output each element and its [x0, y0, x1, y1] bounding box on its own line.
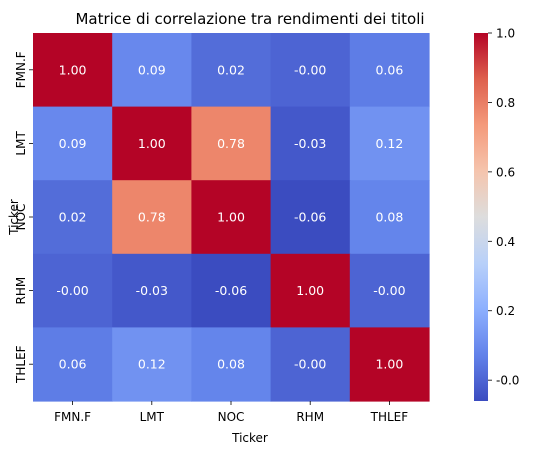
heatmap-cell — [349, 253, 430, 328]
heatmap-cell — [270, 180, 351, 255]
heatmap-cell — [349, 180, 430, 255]
heatmap-cell — [270, 327, 351, 402]
cell-value-label: 0.06 — [375, 62, 403, 77]
heatmap-cell — [33, 253, 113, 328]
cell-value-label: 1.00 — [296, 283, 324, 298]
colorbar-tick-label: 0.8 — [496, 96, 515, 110]
cell-value-label: -0.03 — [136, 283, 168, 298]
y-tick-label: FMN.F — [14, 51, 28, 88]
cell-value-label: 0.78 — [138, 210, 166, 225]
colorbar-tick-label: 0.2 — [496, 304, 515, 318]
colorbar-tick-label: 1.0 — [496, 27, 515, 41]
x-tick-label: FMN.F — [54, 410, 91, 424]
cell-value-label: -0.06 — [215, 283, 247, 298]
cell-value-label: 0.09 — [59, 136, 87, 151]
heatmap-cell — [33, 180, 113, 255]
heatmap-cell — [191, 33, 272, 108]
cell-value-label: 1.00 — [138, 136, 166, 151]
heatmap-cell — [112, 180, 192, 255]
x-tick-label: RHM — [296, 410, 324, 424]
heatmap-annotations: 1.00 0.09 0.02 -0.00 0.06 0.09 1.00 0.78 -0.03 0.… — [56, 62, 405, 371]
cell-value-label: 0.02 — [217, 62, 245, 77]
chart-title: Matrice di correlazione tra rendimenti d… — [75, 10, 424, 28]
heatmap-cell — [270, 253, 351, 328]
heatmap-cell — [349, 33, 430, 108]
cell-value-label: 1.00 — [59, 62, 87, 77]
y-tick-label: RHM — [14, 277, 28, 305]
heatmap-cell — [33, 33, 113, 108]
cell-value-label: 1.00 — [375, 357, 403, 372]
cell-value-label: -0.00 — [294, 62, 326, 77]
heatmap-cell — [191, 327, 272, 402]
heatmap-cell — [191, 253, 272, 328]
heatmap-cell — [349, 106, 430, 181]
y-tick-label: LMT — [14, 131, 28, 156]
cell-value-label: -0.00 — [373, 283, 405, 298]
x-tick-label: NOC — [218, 410, 245, 424]
y-tick-label: NOC — [14, 204, 28, 231]
heatmap-cell — [112, 33, 192, 108]
cell-value-label: -0.06 — [294, 210, 326, 225]
cell-value-label: -0.03 — [294, 136, 326, 151]
x-tick-label: THLEF — [370, 410, 409, 424]
cell-value-label: 0.12 — [138, 357, 166, 372]
colorbar-tick-label: -0.0 — [496, 374, 519, 388]
x-tick-labels: FMN.F LMT NOC RHM THLEF — [54, 401, 408, 424]
colorbar-tick-label: 0.6 — [496, 165, 515, 179]
cell-value-label: -0.00 — [56, 283, 88, 298]
heatmap-cell — [349, 327, 430, 402]
cell-value-label: 0.08 — [217, 357, 245, 372]
heatmap-cell — [270, 33, 351, 108]
heatmap-cell — [112, 327, 192, 402]
colorbar-tick-label: 0.4 — [496, 235, 515, 249]
y-tick-labels: FMN.F LMT NOC RHM THLEF — [14, 51, 33, 384]
cell-value-label: 0.78 — [217, 136, 245, 151]
colorbar: -0.0 0.2 0.4 0.6 0.8 1.0 — [474, 27, 519, 401]
heatmap-cell — [33, 106, 113, 181]
cell-value-label: 0.12 — [375, 136, 403, 151]
heatmap-cell — [33, 327, 113, 402]
cell-value-label: -0.00 — [294, 357, 326, 372]
y-axis-label: Ticker — [7, 199, 21, 236]
heatmap-cell — [112, 106, 192, 181]
colorbar-gradient — [474, 33, 488, 401]
cell-value-label: 0.06 — [59, 357, 87, 372]
heatmap-cell — [112, 253, 192, 328]
x-tick-label: LMT — [140, 410, 165, 424]
cell-value-label: 1.00 — [217, 210, 245, 225]
x-axis-label: Ticker — [231, 431, 268, 445]
cell-value-label: 0.08 — [375, 210, 403, 225]
cell-value-label: 0.02 — [59, 210, 87, 225]
heatmap-cell — [270, 106, 351, 181]
heatmap-cell — [191, 180, 272, 255]
y-tick-label: THLEF — [14, 345, 28, 384]
heatmap-cells — [33, 33, 430, 402]
heatmap-cell — [191, 106, 272, 181]
cell-value-label: 0.09 — [138, 62, 166, 77]
